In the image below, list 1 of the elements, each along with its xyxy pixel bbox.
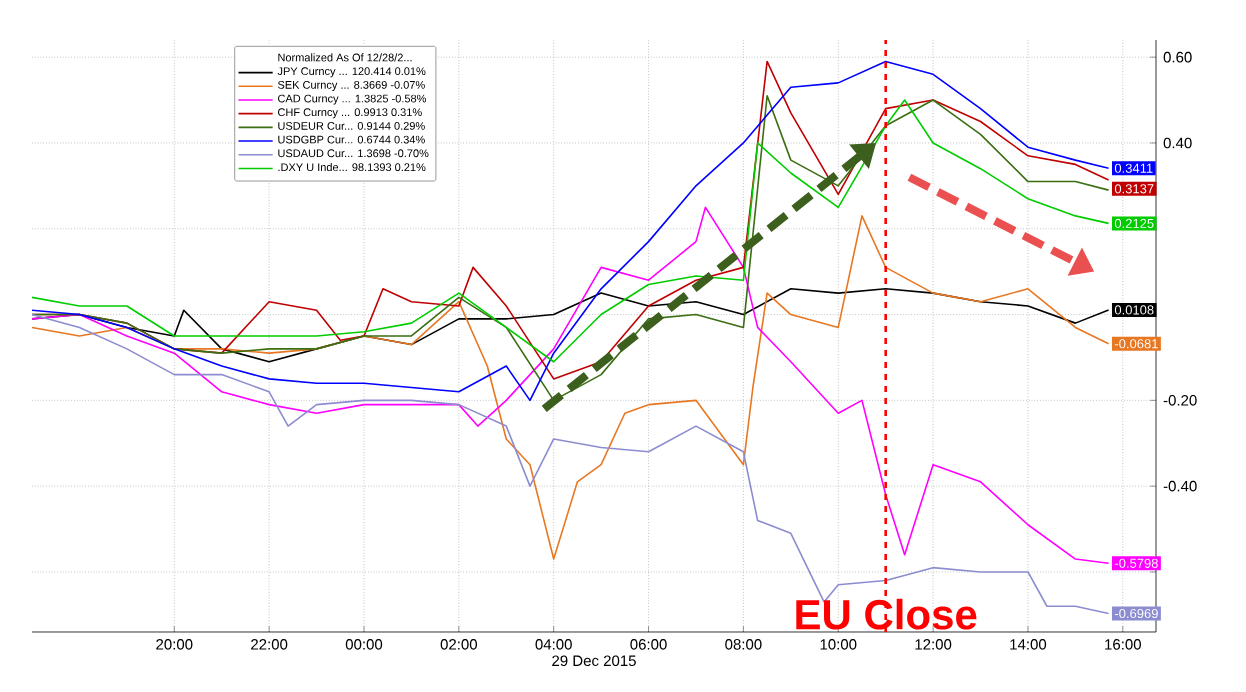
ref-line-label: EU Close xyxy=(796,598,977,630)
